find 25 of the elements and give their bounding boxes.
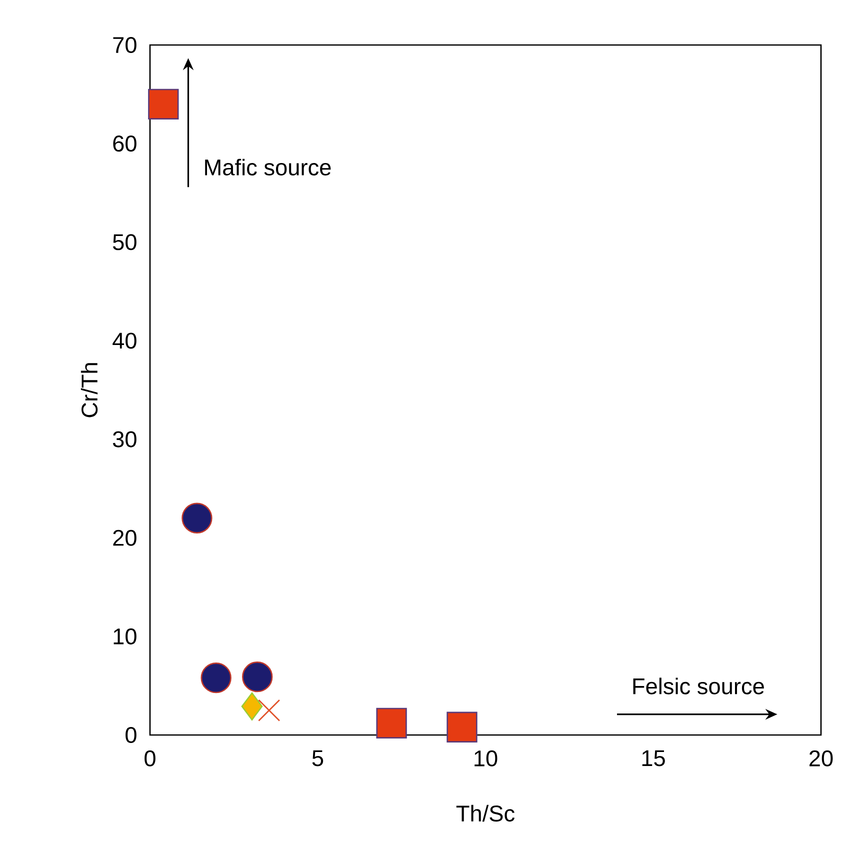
y-tick-label: 10 bbox=[114, 628, 136, 644]
y-tick-label: 40 bbox=[112, 332, 136, 349]
x-axis-title: Th/Sc bbox=[456, 804, 514, 822]
point bbox=[376, 708, 407, 739]
point bbox=[242, 662, 273, 692]
x-tick-label: 5 bbox=[312, 750, 324, 766]
point bbox=[241, 692, 263, 720]
y-tick-label: 70 bbox=[113, 36, 136, 54]
x-tick-label: 20 bbox=[810, 750, 833, 766]
y-tick-label: 20 bbox=[113, 530, 136, 546]
point bbox=[200, 662, 232, 694]
y-tick-label: 60 bbox=[113, 136, 136, 152]
y-tick-label: 0 bbox=[126, 726, 136, 744]
point bbox=[182, 502, 212, 534]
x-tick-label: 10 bbox=[474, 750, 498, 766]
point bbox=[446, 712, 478, 742]
y-tick-label: 50 bbox=[112, 234, 136, 250]
annotation: Mafic source bbox=[205, 158, 331, 176]
y-axis-title: Cr/Th bbox=[80, 363, 98, 418]
x-tick-label: 0 bbox=[144, 750, 156, 766]
annotation: Felsic source bbox=[633, 678, 764, 694]
point bbox=[258, 699, 280, 722]
x-tick-label: 15 bbox=[642, 750, 665, 766]
y-tick-label: 30 bbox=[112, 431, 136, 448]
point bbox=[148, 88, 179, 120]
